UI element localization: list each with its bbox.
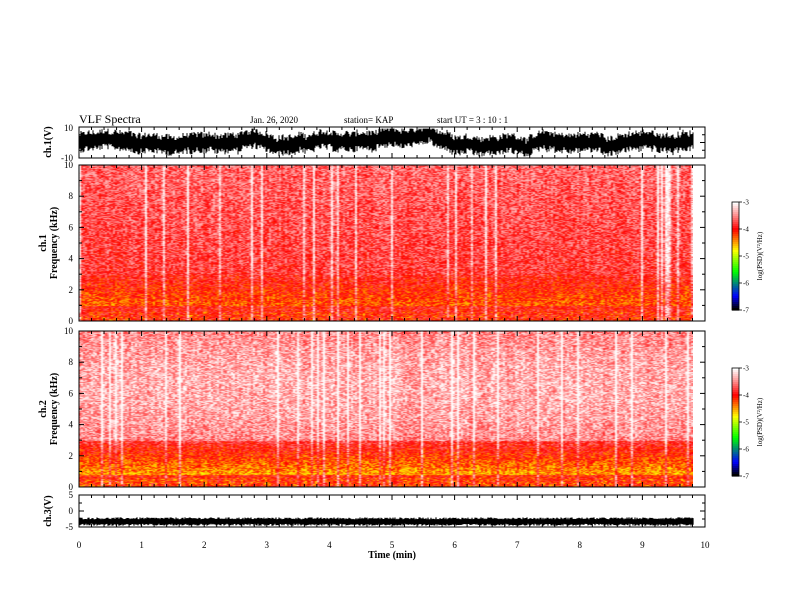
ch1-frequency-ytick: 4 xyxy=(69,254,74,264)
ch2-frequency-ytick: 10 xyxy=(64,326,74,336)
station-label: station= KAP xyxy=(344,115,393,125)
time-axis-label: Time (min) xyxy=(368,550,416,561)
ch1-colorbar-tick: -7 xyxy=(743,307,749,315)
ch1-frequency-ytick: 8 xyxy=(69,191,74,201)
ch2-colorbar-tick: -5 xyxy=(743,419,749,427)
ch1-colorbar-label: log(PSD)(V²/Hz) xyxy=(756,231,764,280)
ch3-waveform-line xyxy=(79,517,694,526)
ch2-colorbar-tick: -4 xyxy=(743,392,749,400)
time-tick-label: 7 xyxy=(515,540,520,550)
time-tick-label: 9 xyxy=(640,540,645,550)
ch1-ytick-top: 10 xyxy=(64,123,74,133)
ch1-colorbar-tick: -4 xyxy=(743,226,749,234)
ch2-frequency-ytick: 4 xyxy=(69,420,74,430)
time-tick-label: 1 xyxy=(139,540,144,550)
ch2-colorbar: -3 -4 -5 -6 -7 log(PSD)(V²/Hz) xyxy=(731,365,764,481)
ch3-ytick-mid: 0 xyxy=(69,506,74,516)
figure-title: VLF Spectra xyxy=(79,112,141,126)
ch1-colorbar-tick: -5 xyxy=(743,253,749,261)
time-tick-label: 2 xyxy=(202,540,207,550)
ch2-colorbar-label: log(PSD)(V²/Hz) xyxy=(756,397,764,446)
ch2-frequency-ytick: 6 xyxy=(69,388,74,398)
time-tick-label: 8 xyxy=(578,540,583,550)
ch1-colorbar-tick: -6 xyxy=(743,280,749,288)
ch2-frequency-ytick: 8 xyxy=(69,357,74,367)
time-tick-label: 5 xyxy=(390,540,395,550)
ch1-frequency-ytick: 6 xyxy=(69,222,74,232)
ch2-spectrogram-panel: 0 2 4 6 8 10 ch.2 Frequency (kHz) xyxy=(38,326,706,492)
ch1-ytick-bottom: -10 xyxy=(61,153,73,163)
ch2-spectrogram-heatmap xyxy=(79,331,693,487)
ch1-frequency-ytick: 10 xyxy=(64,160,74,170)
ch2-colorbar-tick: -7 xyxy=(743,473,749,481)
ch3-waveform-ylabel: ch.3(V) xyxy=(43,495,54,526)
start-time-label: start UT = 3 : 10 : 1 xyxy=(437,115,508,125)
ch1-frequency-ytick: 2 xyxy=(69,285,74,295)
ch2-colorbar-tick: -3 xyxy=(743,365,749,373)
date-label: Jan. 26, 2020 xyxy=(250,115,298,125)
time-tick-label: 3 xyxy=(265,540,270,550)
ch1-waveform-panel: 10 -10 ch.1(V) xyxy=(43,123,706,163)
time-tick-label: 4 xyxy=(327,540,332,550)
time-tick-label: 0 xyxy=(77,540,82,550)
ch2-frequency-ytick: 2 xyxy=(69,451,74,461)
ch1-spectrogram-heatmap xyxy=(79,165,693,321)
ch1-colorbar: -3 -4 -5 -6 -7 log(PSD)(V²/Hz) xyxy=(731,199,764,315)
time-tick-label: 10 xyxy=(701,540,711,550)
ch2-spectrogram-ylabel-frequency: Frequency (kHz) xyxy=(49,373,60,445)
ch3-ytick-bottom: -5 xyxy=(66,522,74,532)
ch1-spectrogram-ylabel-channel: ch.1 xyxy=(38,234,49,252)
ch3-waveform-panel: 5 0 -5 ch.3(V) 0 1 2 3 4 5 6 7 8 9 10 Time (min) xyxy=(43,490,710,561)
time-tick-label: 6 xyxy=(452,540,457,550)
ch2-colorbar-tick: -6 xyxy=(743,446,749,454)
ch2-frequency-ytick: 0 xyxy=(69,482,74,492)
ch1-frequency-ytick: 0 xyxy=(69,316,74,326)
ch1-waveform-ylabel: ch.1(V) xyxy=(43,126,54,157)
ch1-spectrogram-panel: 0 2 4 6 8 10 ch.1 Frequency (kHz) xyxy=(38,160,706,326)
ch1-colorbar-tick: -3 xyxy=(743,199,749,207)
ch1-spectrogram-ylabel-frequency: Frequency (kHz) xyxy=(49,207,60,279)
ch2-spectrogram-ylabel-channel: ch.2 xyxy=(38,400,49,418)
ch3-ytick-top: 5 xyxy=(69,490,74,500)
